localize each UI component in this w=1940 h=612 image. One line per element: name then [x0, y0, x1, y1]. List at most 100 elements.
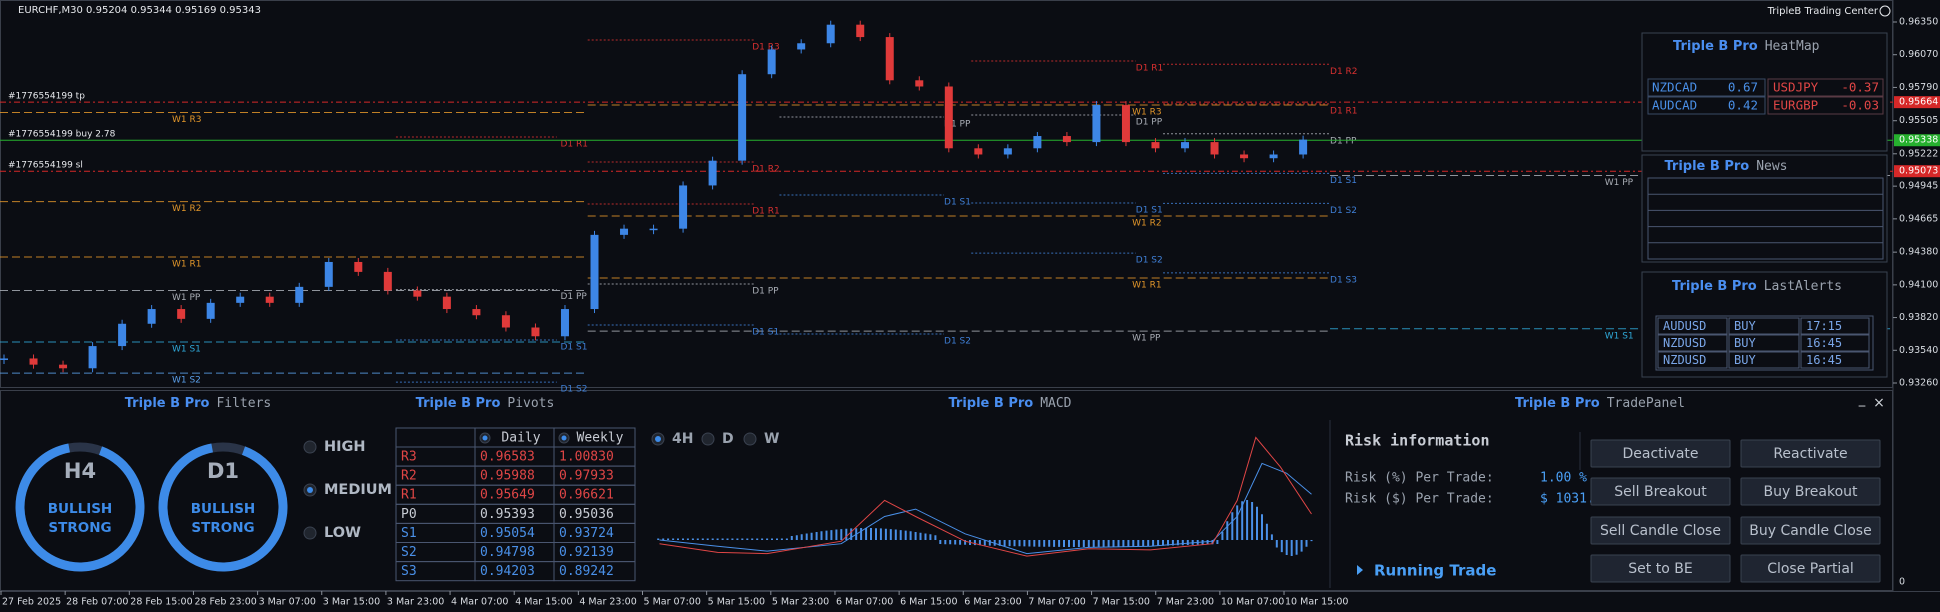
- time-label: 5 Mar 15:00: [708, 597, 765, 608]
- pivot-label: W1 PP: [172, 293, 201, 303]
- candle: [590, 234, 599, 310]
- y-tick-label: 0.93820: [1899, 312, 1938, 323]
- radio-dot: [655, 436, 661, 442]
- radio[interactable]: [743, 432, 757, 446]
- expand-icon: [1357, 565, 1363, 575]
- candle: [620, 228, 629, 235]
- candle: [206, 302, 215, 319]
- alert-text: NZDUSD: [1663, 353, 1706, 367]
- trade-button[interactable]: [1740, 554, 1881, 583]
- radio[interactable]: [303, 526, 317, 540]
- candle: [383, 271, 392, 291]
- panel-title: Triple B Pro LastAlerts: [1672, 279, 1842, 294]
- radio[interactable]: [701, 432, 715, 446]
- pivot-label: D1 R1: [1136, 64, 1164, 74]
- panel-title: Triple B Pro News: [1664, 159, 1787, 174]
- risk-label: Risk ($) Per Trade:: [1345, 492, 1494, 507]
- candle: [1003, 148, 1012, 155]
- candle: [1299, 139, 1308, 155]
- time-label: 28 Feb 15:00: [130, 597, 192, 608]
- pivot-label: D1 S2: [560, 385, 587, 395]
- time-label: 6 Mar 15:00: [900, 597, 957, 608]
- trade-button[interactable]: [1740, 477, 1881, 506]
- time-label: 27 Feb 2025: [2, 597, 61, 608]
- pivot-text: 0.94798: [480, 545, 535, 560]
- price-tag-label: 0.95664: [1899, 97, 1938, 108]
- candle: [324, 261, 333, 287]
- time-label: 6 Mar 23:00: [964, 597, 1021, 608]
- candle: [29, 358, 38, 365]
- heatmap-cell: [1647, 78, 1766, 97]
- pivot-label: W1 S2: [172, 376, 201, 386]
- pivot-label: D1 S1: [752, 328, 779, 338]
- pivot-label: D1 S1: [1136, 205, 1163, 215]
- pivot-label: D1 R2: [752, 164, 780, 174]
- trade-button-label: Buy Candle Close: [1749, 523, 1871, 539]
- trade-button-label: Close Partial: [1767, 561, 1854, 577]
- time-label: 10 Mar 07:00: [1221, 597, 1284, 608]
- pivot-text: S3: [401, 564, 417, 579]
- alerts-table: [1655, 315, 1874, 371]
- pivot-text: 0.95054: [480, 526, 535, 541]
- pivot-text: 0.94203: [480, 564, 535, 579]
- candle: [1121, 105, 1130, 143]
- trade-button-label: Set to BE: [1628, 561, 1692, 577]
- pivot-label: D1 R3: [752, 42, 780, 52]
- time-label: 4 Mar 15:00: [515, 597, 572, 608]
- y-tick-label: 0.94100: [1899, 279, 1938, 290]
- pivot-text: 0.96583: [480, 450, 535, 465]
- pivot-text: 0.95649: [480, 488, 535, 503]
- heatmap-value: 0.42: [1728, 98, 1758, 113]
- alert-text: BUY: [1734, 319, 1756, 333]
- pivot-label: D1 S2: [1136, 256, 1163, 266]
- gauge-ring: [15, 442, 145, 572]
- candle: [1210, 142, 1219, 155]
- candle: [0, 358, 8, 360]
- title-name: MACD: [1040, 396, 1071, 411]
- y-tick-label: 0.95505: [1899, 115, 1938, 126]
- pivot-text: 0.95393: [480, 507, 535, 522]
- alert-cell: [1800, 317, 1870, 335]
- macd-timeframe: 4H: [672, 431, 693, 447]
- pivot-text: S1: [401, 526, 417, 541]
- pivot-text: R2: [401, 469, 417, 484]
- pivot-text: 0.96621: [559, 488, 614, 503]
- radio[interactable]: [303, 440, 317, 454]
- pivot-text: S2: [401, 545, 417, 560]
- macd-line: [659, 436, 1312, 557]
- candle: [1062, 136, 1071, 143]
- pivot-label: D1 S3: [1330, 275, 1357, 285]
- trade-button[interactable]: [1590, 554, 1731, 583]
- trade-button[interactable]: [1740, 439, 1881, 468]
- alert-text: BUY: [1734, 336, 1756, 350]
- y-tick-label: 0.95790: [1899, 82, 1938, 93]
- order-label: #1776554199 tp: [8, 92, 85, 102]
- time-label: 6 Mar 07:00: [836, 597, 893, 608]
- trade-button[interactable]: [1590, 516, 1731, 545]
- alert-cell: [1657, 334, 1728, 352]
- heatmap-cell: [1767, 96, 1884, 115]
- pivot-label: W1 R3: [1132, 107, 1161, 117]
- trade-button[interactable]: [1590, 477, 1731, 506]
- y-tick-label: 0.94380: [1899, 247, 1938, 258]
- heatmap-value: 0.67: [1728, 80, 1758, 95]
- pivot-column: Daily: [501, 431, 540, 446]
- heatmap-pair: EURGBP: [1773, 98, 1818, 113]
- candle: [708, 160, 717, 186]
- candle: [354, 261, 363, 272]
- time-label: 5 Mar 07:00: [644, 597, 701, 608]
- alert-text: AUDUSD: [1663, 319, 1706, 333]
- candle: [1181, 142, 1190, 149]
- heatmap-cell: [1647, 96, 1766, 115]
- trade-button[interactable]: [1590, 439, 1731, 468]
- pivot-label: W1 S1: [172, 344, 201, 354]
- trade-button[interactable]: [1740, 516, 1881, 545]
- pivot-label: D1 PP: [944, 119, 971, 129]
- candle: [531, 327, 540, 337]
- macd-signal: [659, 462, 1312, 555]
- heatmap-value: -0.03: [1841, 98, 1879, 113]
- heatmap-pair: USDJPY: [1773, 80, 1819, 95]
- candle: [767, 49, 776, 75]
- title-brand: Triple B Pro: [1515, 396, 1600, 411]
- title-name: Pivots: [507, 396, 554, 411]
